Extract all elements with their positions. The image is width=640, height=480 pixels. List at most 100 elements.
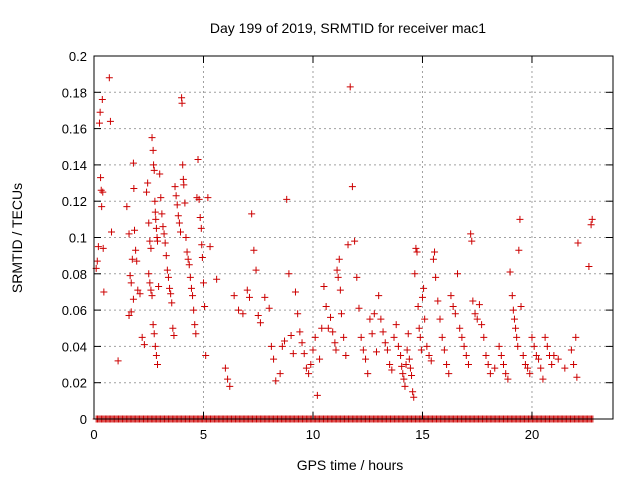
data-point [381,339,389,347]
data-point [421,315,429,323]
data-point [467,230,475,238]
data-point [526,370,534,378]
data-point [213,275,221,283]
data-point [272,377,280,385]
data-point [134,286,142,294]
data-point [362,355,370,363]
data-point [93,257,101,265]
data-point [436,315,444,323]
data-point [230,292,238,300]
data-point [425,351,433,359]
data-point [276,370,284,378]
data-point [588,215,596,223]
data-point [359,346,367,354]
data-point [307,361,315,369]
y-tick-label: 0.18 [62,85,87,100]
data-point [513,333,521,341]
data-point [224,375,232,383]
data-point [510,315,518,323]
data-point [99,244,107,252]
data-point [294,310,302,318]
data-point [167,290,175,298]
data-point [316,355,324,363]
data-point [252,266,260,274]
data-point [129,159,137,167]
data-point [519,351,527,359]
data-point [468,237,476,245]
data-point [159,223,167,231]
data-point [152,351,160,359]
data-point [535,355,543,363]
data-point [418,293,426,301]
data-point [158,210,166,218]
data-point [370,310,378,318]
data-point [302,364,310,372]
data-point [567,346,575,354]
data-point [270,355,278,363]
data-point [405,355,413,363]
data-point [138,333,146,341]
data-point [179,161,187,169]
data-point [500,361,508,369]
data-point [410,393,418,401]
data-point [281,337,289,345]
data-point [390,333,398,341]
data-point [561,364,569,372]
data-point [397,351,405,359]
data-point [155,283,163,291]
data-point [148,292,156,300]
data-point [404,330,412,338]
data-point [554,355,562,363]
data-point [451,310,459,318]
data-point [403,346,411,354]
data-point [386,361,394,369]
data-point [517,302,525,310]
data-point [261,293,269,301]
data-point [163,266,171,274]
data-point [177,228,184,236]
data-point [528,333,536,341]
data-point [164,273,172,281]
data-point [300,350,308,358]
data-point [143,188,151,196]
data-point [434,297,442,305]
data-point [146,237,154,245]
data-point [475,301,483,309]
data-point [198,253,206,261]
data-point [414,302,422,310]
data-point [502,370,510,378]
y-tick-label: 0.08 [62,267,87,282]
data-point [96,108,104,116]
data-point [521,361,529,369]
data-point [438,333,446,341]
data-point [377,315,385,323]
data-point [440,346,448,354]
data-point [171,183,179,191]
data-point [344,241,352,249]
data-point [484,361,492,369]
data-point [309,346,317,354]
x-tick-label: 15 [415,427,429,442]
data-point [152,215,160,223]
data-point [196,214,204,222]
data-point [150,161,158,169]
data-point [585,263,593,271]
data-point [454,270,462,278]
data-point [539,375,547,383]
data-point [482,351,490,359]
data-point [458,333,466,341]
data-point [412,244,420,252]
data-point [126,272,134,280]
data-point [151,208,159,216]
data-point [186,273,194,281]
data-point [278,342,286,350]
data-point [267,342,275,350]
data-point [512,324,520,332]
data-point [148,134,156,142]
data-point [342,351,350,359]
data-point [156,170,164,178]
data-point [408,371,416,379]
data-point [478,321,486,329]
data-point [409,388,417,396]
data-point [183,248,191,256]
